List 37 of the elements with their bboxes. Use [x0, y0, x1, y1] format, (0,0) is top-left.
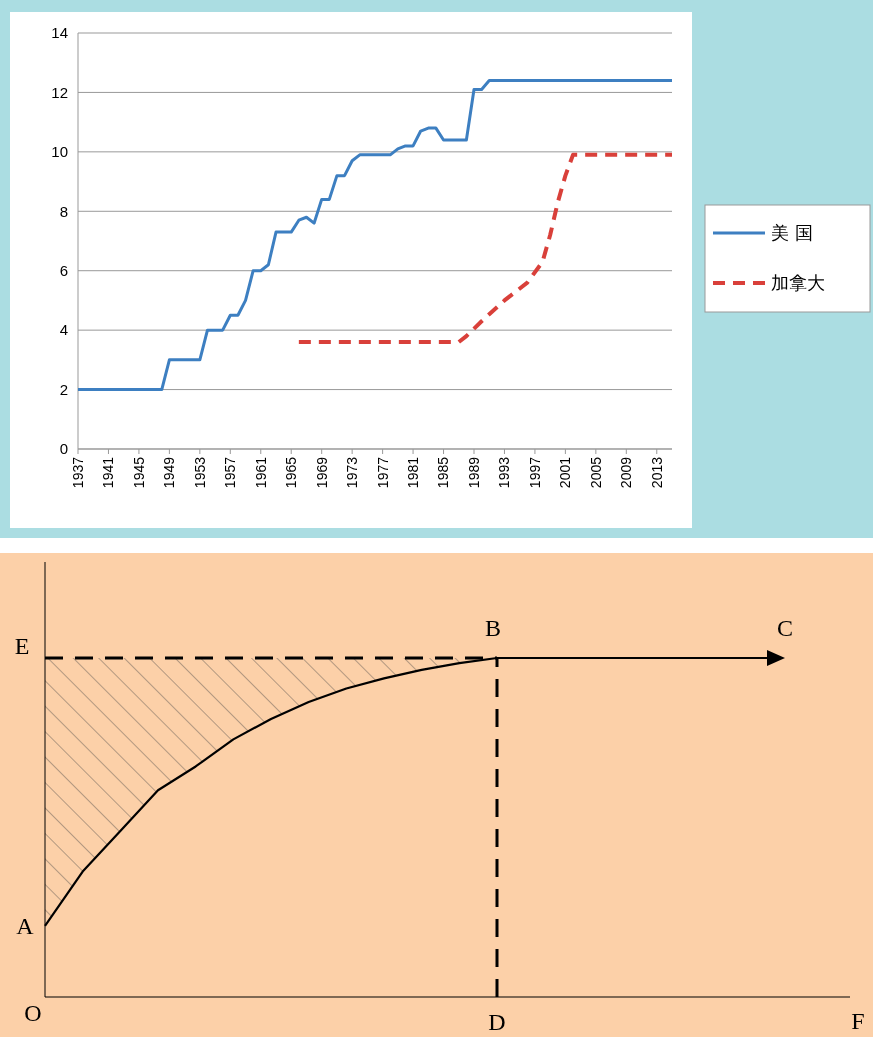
- y-tick-label: 14: [51, 24, 68, 42]
- x-tick-label: 1965: [283, 456, 300, 489]
- y-tick-label: 12: [51, 83, 68, 101]
- legend-label: 加拿大: [771, 272, 825, 294]
- x-tick-label: 1977: [374, 456, 391, 489]
- y-tick-label: 10: [51, 143, 68, 161]
- text: B: [484, 615, 502, 641]
- x-tick-label: 1961: [252, 456, 269, 489]
- x-tick-label: 1981: [404, 456, 421, 489]
- x-tick-label: 2005: [587, 456, 604, 489]
- text: A: [16, 912, 35, 939]
- text: D: [488, 1009, 506, 1035]
- x-tick-label: 1989: [465, 456, 482, 489]
- x-tick-label: 1945: [130, 456, 147, 489]
- y-tick-label: 4: [59, 321, 68, 339]
- text: C: [776, 615, 794, 641]
- x-tick-label: 1993: [496, 456, 513, 489]
- text: O: [24, 1000, 42, 1026]
- legend-label: 美 国: [771, 222, 813, 244]
- x-tick-label: 1969: [313, 456, 330, 489]
- ref-line-label: E: [14, 633, 30, 659]
- x-tick-label: 2009: [618, 456, 635, 489]
- y-tick-label: 0: [59, 440, 68, 458]
- x-tick-label: 1949: [161, 456, 178, 489]
- x-tick-label: 2013: [648, 456, 665, 489]
- x-tick-label: 1973: [344, 456, 361, 489]
- x-tick-label: 1997: [526, 456, 543, 489]
- text: F: [851, 1008, 865, 1034]
- x-tick-label: 1985: [435, 456, 452, 489]
- y-tick-label: 2: [59, 380, 68, 398]
- x-tick-label: 1957: [222, 456, 239, 489]
- x-tick-label: 1953: [191, 456, 208, 489]
- y-tick-label: 6: [59, 261, 68, 279]
- y-tick-label: 8: [59, 202, 68, 220]
- x-tick-label: 2001: [557, 456, 574, 489]
- x-tick-label: 1941: [100, 456, 117, 489]
- x-tick-label: 1937: [69, 456, 86, 489]
